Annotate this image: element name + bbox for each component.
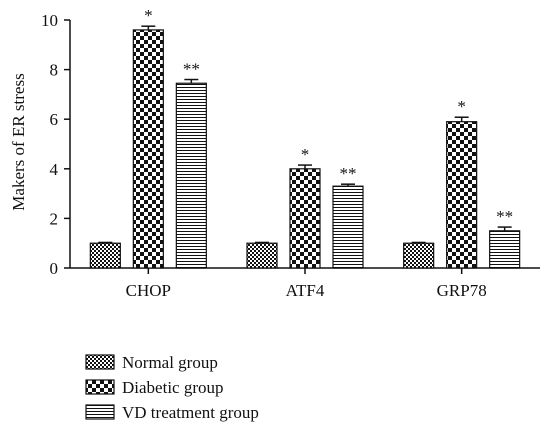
significance-marker: ** xyxy=(183,60,200,79)
y-tick-label: 6 xyxy=(50,110,59,129)
significance-marker: * xyxy=(144,6,153,25)
x-tick-label: GRP78 xyxy=(437,281,487,300)
significance-marker: * xyxy=(457,97,466,116)
legend-label: VD treatment group xyxy=(122,403,259,422)
bar xyxy=(446,121,478,269)
y-tick-label: 4 xyxy=(50,160,59,179)
bar xyxy=(175,82,207,269)
bar xyxy=(246,242,278,269)
x-tick-label: ATF4 xyxy=(286,281,325,300)
x-tick-label: CHOP xyxy=(126,281,171,300)
bar xyxy=(489,230,521,269)
bar xyxy=(89,242,121,269)
legend-swatch xyxy=(85,404,115,420)
bar xyxy=(403,242,435,269)
bar xyxy=(332,185,364,269)
significance-marker: * xyxy=(301,145,310,164)
legend-label: Diabetic group xyxy=(122,378,224,397)
legend: Normal group Diabetic group VD treatment g… xyxy=(85,353,259,422)
legend-label: Normal group xyxy=(122,353,218,372)
y-tick-label: 8 xyxy=(50,61,59,80)
y-tick-label: 2 xyxy=(50,209,59,228)
legend-swatch xyxy=(85,354,115,370)
y-tick-label: 0 xyxy=(50,259,59,278)
bar xyxy=(132,29,164,269)
bars: ********* xyxy=(89,6,521,269)
legend-swatch xyxy=(85,379,115,395)
significance-marker: ** xyxy=(340,164,357,183)
y-axis-label: Makers of ER stress xyxy=(9,73,28,210)
axes: 0 2 4 6 8 10 CHOP ATF4 GRP78 xyxy=(41,11,540,300)
significance-marker: ** xyxy=(496,207,513,226)
bar xyxy=(289,168,321,269)
y-tick-label: 10 xyxy=(41,11,58,30)
